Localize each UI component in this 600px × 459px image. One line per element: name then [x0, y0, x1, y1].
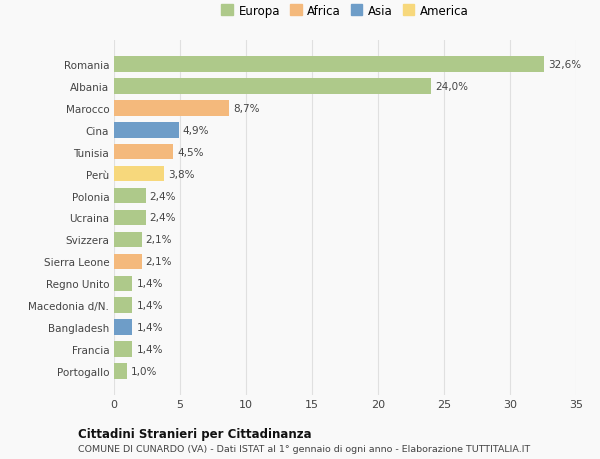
Text: Cittadini Stranieri per Cittadinanza: Cittadini Stranieri per Cittadinanza [78, 427, 311, 440]
Legend: Europa, Africa, Asia, America: Europa, Africa, Asia, America [218, 1, 473, 21]
Text: 1,4%: 1,4% [136, 344, 163, 354]
Bar [114, 79, 431, 95]
Bar [114, 101, 229, 117]
Text: 1,4%: 1,4% [136, 322, 163, 332]
Text: 1,4%: 1,4% [136, 279, 163, 289]
Bar [114, 57, 544, 73]
Text: 4,9%: 4,9% [182, 126, 209, 135]
Bar [114, 341, 133, 357]
Bar [114, 210, 146, 226]
Text: 4,5%: 4,5% [178, 147, 204, 157]
Text: 1,0%: 1,0% [131, 366, 158, 376]
Text: 3,8%: 3,8% [168, 169, 194, 179]
Text: 2,1%: 2,1% [146, 235, 172, 245]
Bar [114, 123, 179, 138]
Text: 2,4%: 2,4% [149, 191, 176, 201]
Text: COMUNE DI CUNARDO (VA) - Dati ISTAT al 1° gennaio di ogni anno - Elaborazione TU: COMUNE DI CUNARDO (VA) - Dati ISTAT al 1… [78, 444, 530, 453]
Bar [114, 276, 133, 291]
Text: 32,6%: 32,6% [548, 60, 581, 70]
Bar [114, 254, 142, 269]
Text: 24,0%: 24,0% [435, 82, 468, 92]
Bar [114, 145, 173, 160]
Text: 2,4%: 2,4% [149, 213, 176, 223]
Bar [114, 167, 164, 182]
Bar [114, 319, 133, 335]
Bar [114, 232, 142, 247]
Text: 2,1%: 2,1% [146, 257, 172, 267]
Text: 1,4%: 1,4% [136, 301, 163, 310]
Bar [114, 298, 133, 313]
Bar [114, 189, 146, 204]
Text: 8,7%: 8,7% [233, 104, 259, 114]
Bar [114, 364, 127, 379]
